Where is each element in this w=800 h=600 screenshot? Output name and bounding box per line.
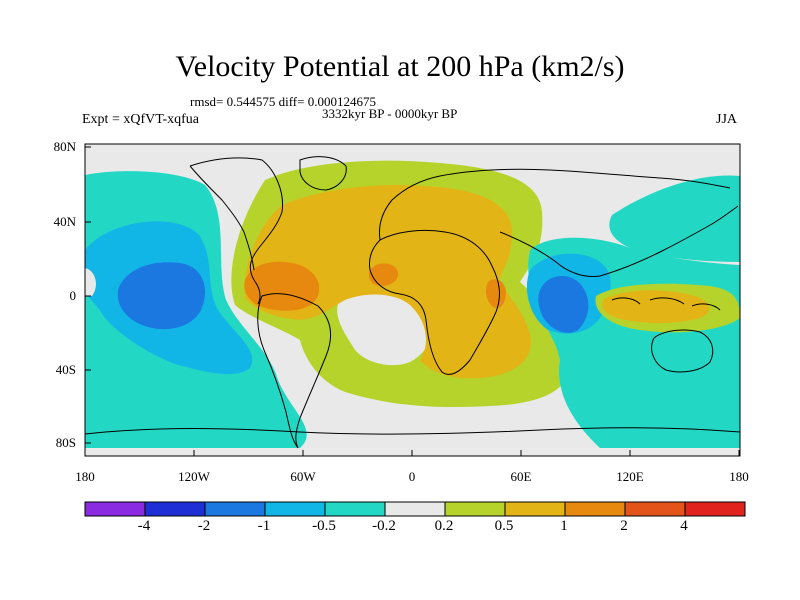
- y-tick-label-0: 0: [69, 288, 77, 303]
- colorbar-label: -4: [137, 518, 151, 534]
- y-tick-label-40s: 40S: [55, 362, 76, 377]
- pacific-small-neutral: [85, 268, 96, 296]
- atlantic-neutral-hole: [337, 293, 432, 366]
- africa-coast: [369, 229, 500, 375]
- colorbar-swatch: [384, 501, 446, 517]
- x-tick-label-0: 0: [408, 469, 416, 484]
- colorbar-swatch: [204, 501, 266, 517]
- colorbar-swatch: [324, 501, 386, 517]
- australia-coast: [651, 329, 714, 373]
- colorbar-label: -2: [197, 518, 211, 534]
- colorbar: [84, 501, 746, 517]
- experiment-line: Expt = xQfVT-xqfua: [82, 112, 200, 127]
- colorbar-swatch: [144, 501, 206, 517]
- coastlines: [85, 156, 740, 449]
- colorbar-swatch: [684, 501, 746, 517]
- y-tick-label-80s: 80S: [55, 435, 76, 450]
- southern-teal-belt: [637, 339, 740, 448]
- colorbar-label: 1: [560, 518, 568, 534]
- y-tick-label-80n: 80N: [53, 139, 76, 154]
- colorbar-label: -0.5: [312, 518, 336, 534]
- x-tick-label-180w: 180: [75, 469, 95, 484]
- colorbar-swatch: [264, 501, 326, 517]
- colorbar-label: 0.5: [494, 518, 514, 534]
- stats-line: rmsd= 0.544575 diff= 0.000124675: [190, 94, 376, 109]
- pacific-blue-region: [117, 262, 205, 330]
- x-tick-label-120w: 120W: [178, 469, 210, 484]
- colorbar-label: -1: [257, 518, 271, 534]
- x-tick-label-60e: 60E: [510, 469, 532, 484]
- south-america-coast: [257, 293, 332, 449]
- atlantic-orange-mid: [368, 263, 399, 287]
- period-line: 3332kyr BP - 0000kyr BP: [322, 106, 458, 121]
- season-label: JJA: [716, 112, 738, 127]
- colorbar-swatch: [504, 501, 566, 517]
- colorbar-label: 0.2: [434, 518, 454, 534]
- x-axis-ticks: [84, 450, 740, 456]
- x-tick-label-180e: 180: [729, 469, 749, 484]
- x-tick-label-120e: 120E: [616, 469, 644, 484]
- colorbar-label: 2: [620, 518, 628, 534]
- north-america-coast: [189, 157, 284, 305]
- greenland-coast: [299, 156, 347, 191]
- y-tick-label-40n: 40N: [53, 214, 76, 229]
- x-tick-label-60w: 60W: [290, 469, 316, 484]
- antarctica-coast: [85, 427, 740, 435]
- nw-pacific-teal-region: [609, 175, 740, 262]
- colorbar-swatch: [624, 501, 686, 517]
- colorbar-label: -0.2: [372, 518, 396, 534]
- atlantic-orange-east: [485, 279, 506, 309]
- velocity-potential-field: [85, 144, 740, 456]
- atlantic-orange-west: [244, 261, 320, 311]
- europe-asia-coast: [379, 168, 739, 277]
- y-axis-ticks: [85, 146, 91, 444]
- map-title: Velocity Potential at 200 hPa (km2/s): [175, 50, 625, 83]
- colorbar-swatch: [84, 501, 146, 517]
- colorbar-label: 4: [680, 518, 688, 534]
- colorbar-swatch: [564, 501, 626, 517]
- maritime-islands-coast: [611, 297, 721, 311]
- colorbar-swatch: [444, 501, 506, 517]
- indian-blue-region: [538, 275, 589, 333]
